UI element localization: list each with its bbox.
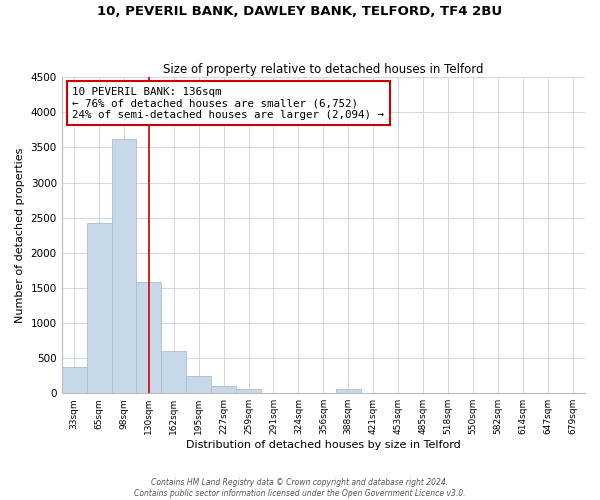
Text: Contains HM Land Registry data © Crown copyright and database right 2024.
Contai: Contains HM Land Registry data © Crown c… — [134, 478, 466, 498]
Y-axis label: Number of detached properties: Number of detached properties — [15, 148, 25, 323]
Bar — [62, 366, 86, 393]
Bar — [336, 389, 361, 393]
Bar — [136, 282, 161, 393]
Text: 10, PEVERIL BANK, DAWLEY BANK, TELFORD, TF4 2BU: 10, PEVERIL BANK, DAWLEY BANK, TELFORD, … — [97, 5, 503, 18]
Bar — [112, 139, 136, 393]
Bar — [86, 223, 112, 393]
Bar — [236, 389, 261, 393]
Title: Size of property relative to detached houses in Telford: Size of property relative to detached ho… — [163, 63, 484, 76]
Bar — [211, 386, 236, 393]
Text: 10 PEVERIL BANK: 136sqm
← 76% of detached houses are smaller (6,752)
24% of semi: 10 PEVERIL BANK: 136sqm ← 76% of detache… — [72, 86, 384, 120]
Bar — [186, 376, 211, 393]
X-axis label: Distribution of detached houses by size in Telford: Distribution of detached houses by size … — [186, 440, 461, 450]
Bar — [161, 351, 186, 393]
